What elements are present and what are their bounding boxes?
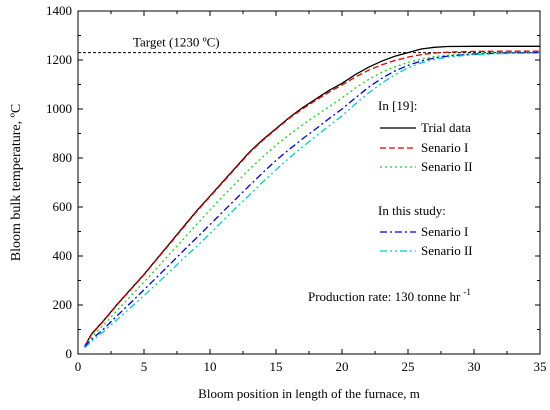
x-tick-label: 20: [336, 359, 349, 374]
x-tick-label: 0: [75, 359, 82, 374]
legend-label-2: Senario I: [421, 140, 468, 155]
series-lines: [84, 45, 541, 349]
y-tick-label: 800: [53, 150, 73, 165]
legend-label-4: Senario I: [421, 224, 468, 239]
x-tick-label: 25: [402, 359, 415, 374]
legend-group-2-title: In this study:: [378, 203, 446, 218]
y-tick-label: 1000: [46, 101, 72, 116]
legend-label-1: Trial data: [421, 120, 471, 135]
y-tick-label: 1200: [46, 52, 72, 67]
x-tick-label: 30: [468, 359, 481, 374]
production-rate-text: Production rate: 130 tonne hr: [308, 289, 461, 304]
x-tick-label: 35: [534, 359, 547, 374]
y-tick-label: 400: [53, 248, 73, 263]
y-axis-label: Bloom bulk temperature, ºC: [9, 104, 24, 262]
x-tick-label: 10: [204, 359, 217, 374]
series-line-5: [84, 52, 541, 349]
series-line-4: [84, 51, 541, 348]
series-line-2: [84, 50, 540, 347]
target-label: Target (1230 ºC): [133, 35, 220, 50]
x-axis-label: Bloom position in length of the furnace,…: [198, 386, 420, 401]
legend-label-5: Senario II: [421, 243, 473, 258]
axis-ticks: [77, 10, 541, 355]
production-rate-annotation: Production rate: 130 tonne hr -1: [308, 287, 471, 304]
x-tick-label: 15: [270, 359, 283, 374]
y-tick-label: 1400: [46, 3, 72, 18]
y-tick-label: 600: [53, 199, 73, 214]
series-line-3: [84, 51, 541, 347]
production-rate-superscript: -1: [463, 287, 471, 297]
legend-group-1-title: In [19]:: [378, 98, 417, 113]
legend-entries: Trial data Senario I Senario II Senario I Se…: [380, 120, 473, 258]
y-tick-label: 200: [53, 297, 73, 312]
legend: In [19]: In this study: Trial data Senari…: [378, 98, 473, 258]
y-tick-label: 0: [66, 346, 73, 361]
axis-tick-labels: 0 5 10 15 20 25 30 35 0 200 400 600 800 1000 1200 1400: [46, 3, 547, 374]
x-tick-label: 5: [141, 359, 148, 374]
legend-label-3: Senario II: [421, 159, 473, 174]
